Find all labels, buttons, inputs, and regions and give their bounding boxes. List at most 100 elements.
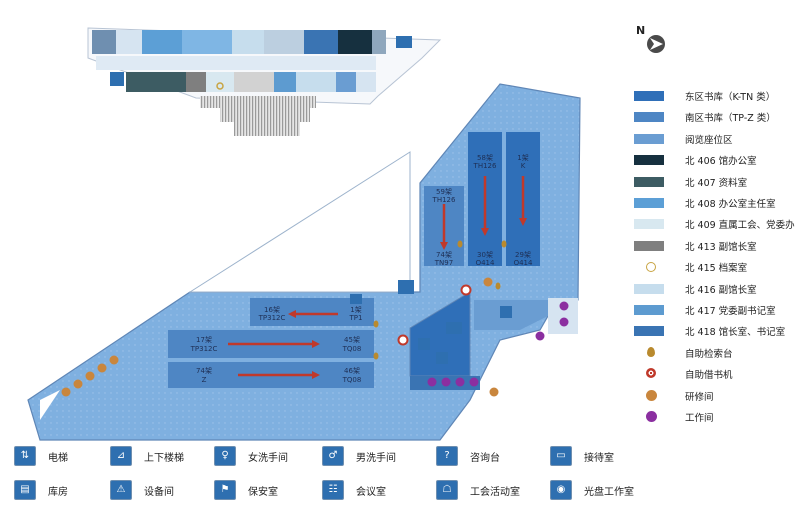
legend-item: 北 418 馆长室、书记室 <box>630 323 800 339</box>
legend-label: 南区书库（TP-Z 类） <box>685 113 776 125</box>
shelf-label: 29架 <box>515 251 531 259</box>
facility-label: 男洗手间 <box>356 453 396 464</box>
study-room-marker <box>97 363 107 373</box>
north-room <box>356 72 376 92</box>
legend-item: 北 417 党委副书记室 <box>630 302 800 318</box>
shelf-label: TH126 <box>432 196 456 204</box>
legend-swatch <box>646 368 656 379</box>
facility-label: 设备间 <box>144 487 174 498</box>
legend-label: 阅览座位区 <box>685 134 733 146</box>
shelf-label: Z <box>202 376 207 384</box>
legend-swatch <box>634 155 664 166</box>
shelf-label: 30架 <box>477 251 493 259</box>
shelf-label: TQ08 <box>342 376 362 384</box>
facility-item: ⇅ 电梯 <box>14 446 114 466</box>
legend-item: 工作间 <box>630 409 800 425</box>
compass: N <box>636 24 670 54</box>
legend-label: 北 407 资料室 <box>685 177 748 189</box>
north-room-409 <box>206 72 234 92</box>
facility-item: ◉ 光盘工作室 <box>550 480 650 500</box>
info-desk-icon <box>398 280 414 294</box>
north-room-418 <box>304 30 338 54</box>
reception-room-icon: ▭ <box>550 446 572 466</box>
study-room-marker <box>73 379 83 389</box>
shelf-label: TN97 <box>434 259 453 267</box>
legend-item: 阅览座位区 <box>630 131 800 147</box>
north-room <box>336 72 356 92</box>
legend-label: 自助借书机 <box>685 370 733 382</box>
compass-label: N <box>636 24 646 37</box>
shelf-label: O414 <box>514 259 533 267</box>
facility-item: ☖ 工会活动室 <box>436 480 536 500</box>
legend-label: 北 413 副馆长室 <box>685 241 757 253</box>
womens-restroom-icon <box>436 352 448 364</box>
legend-item: 北 408 办公室主任室 <box>630 195 800 211</box>
legend-swatch <box>634 112 664 123</box>
legend-swatch <box>634 219 664 230</box>
self-search-terminal <box>373 320 379 328</box>
facility-legend: ⇅ 电梯 ⊿ 上下楼梯 ♀ 女洗手间 ♂ 男洗手间? 咨询台 ▭ 接待室 ▤ 库房 ⚠ 设备间 ⚑ 保安室 ☷ 会议… <box>0 436 800 517</box>
legend-item: 自助借书机 <box>630 366 800 382</box>
shelf-label: TP312C <box>190 345 218 353</box>
study-room-marker <box>489 387 499 397</box>
north-corridor <box>96 56 376 70</box>
self-search-terminal <box>501 240 507 248</box>
shelf-label: TQ08 <box>342 345 362 353</box>
facility-item: ? 咨询台 <box>436 446 536 466</box>
facility-label: 光盘工作室 <box>584 487 634 498</box>
stairs-icon <box>418 338 430 350</box>
south-book-stack: 16架 TP312C 1架 TP1 17架 TP312C 45架 TQ08 74… <box>168 298 374 388</box>
atrium-void <box>188 151 411 293</box>
study-room-marker <box>61 387 71 397</box>
legend-swatch <box>634 240 664 251</box>
self-search-terminal <box>373 352 379 360</box>
legend-label: 自助检索台 <box>685 348 733 360</box>
shelf-label: 46架 <box>344 367 360 375</box>
shelf-label: 45架 <box>344 336 360 344</box>
elevator-icon: ⇅ <box>14 446 36 466</box>
facility-label: 上下楼梯 <box>144 453 184 464</box>
legend-item: 研修间 <box>630 388 800 404</box>
facility-label: 电梯 <box>48 453 68 464</box>
legend-swatch <box>634 283 664 294</box>
facility-label: 保安室 <box>248 487 278 498</box>
shelf-label: 16架 <box>264 306 280 314</box>
legend-label: 东区书库（K-TN 类） <box>685 92 776 103</box>
storeroom-icon: ▤ <box>14 480 36 500</box>
work-room-marker <box>559 317 569 327</box>
self-checkout-machine <box>397 334 409 346</box>
legend-swatch <box>634 176 664 187</box>
legend-swatch <box>634 133 664 144</box>
stairs-icon <box>396 36 412 48</box>
shelf-label: 58架 <box>477 154 493 162</box>
elevator-room <box>92 30 116 54</box>
shelf-label: K <box>521 162 526 170</box>
shelf-label: O414 <box>476 259 495 267</box>
info-desk-icon: ? <box>436 446 458 466</box>
womens-restroom-icon <box>110 72 124 86</box>
facility-item: ▤ 库房 <box>14 480 114 500</box>
legend-label: 北 409 直属工会、党委办 <box>685 220 795 232</box>
work-room-marker <box>535 331 545 341</box>
north-room-407 <box>126 72 186 92</box>
facility-item: ⚠ 设备间 <box>110 480 210 500</box>
shelf-label: 1架 <box>517 154 528 162</box>
mens-restroom-icon: ♂ <box>322 446 344 466</box>
shelf-label: 17架 <box>196 336 212 344</box>
facility-label: 女洗手间 <box>248 453 288 464</box>
legend-item: 东区书库（K-TN 类） <box>630 88 800 104</box>
legend-label: 北 417 党委副书记室 <box>685 306 776 317</box>
north-room <box>116 30 142 54</box>
facility-label: 库房 <box>48 487 68 498</box>
legend-item: 北 406 馆办公室 <box>630 152 800 168</box>
stairs-icon: ⊿ <box>110 446 132 466</box>
east-book-stack: 59架 TH126 58架 TH126 1架 K 74架 TN97 30架 O4… <box>424 132 540 267</box>
shelf-label: 59架 <box>436 188 452 196</box>
equipment-room-icon: ⚠ <box>110 480 132 500</box>
work-room-marker <box>559 301 569 311</box>
legend-swatch <box>634 326 664 337</box>
legend-item: 北 415 档案室 <box>630 259 800 275</box>
stairs-icon <box>350 294 362 304</box>
north-room <box>232 30 264 54</box>
